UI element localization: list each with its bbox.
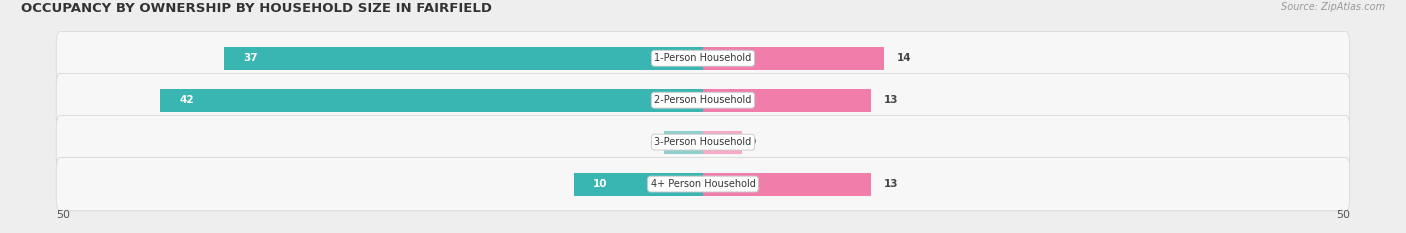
Text: OCCUPANCY BY OWNERSHIP BY HOUSEHOLD SIZE IN FAIRFIELD: OCCUPANCY BY OWNERSHIP BY HOUSEHOLD SIZE… [21,2,492,15]
Text: 50: 50 [56,210,70,220]
Bar [703,130,742,154]
Text: 1-Person Household: 1-Person Household [654,53,752,63]
Text: 42: 42 [179,95,194,105]
Text: 2-Person Household: 2-Person Household [654,95,752,105]
Text: 10: 10 [593,179,607,189]
Text: 0: 0 [651,137,658,147]
Bar [703,172,872,196]
Bar [664,130,703,154]
Text: 13: 13 [884,95,898,105]
Bar [703,47,884,70]
FancyBboxPatch shape [56,74,1350,127]
Text: 4+ Person Household: 4+ Person Household [651,179,755,189]
Text: 37: 37 [243,53,259,63]
Text: Source: ZipAtlas.com: Source: ZipAtlas.com [1281,2,1385,12]
FancyBboxPatch shape [56,158,1350,211]
Text: 0: 0 [748,137,755,147]
Text: 3-Person Household: 3-Person Household [654,137,752,147]
FancyBboxPatch shape [56,116,1350,169]
Bar [703,89,872,112]
Bar [574,172,703,196]
FancyBboxPatch shape [56,32,1350,85]
Text: 13: 13 [884,179,898,189]
Text: 50: 50 [1336,210,1350,220]
Text: 14: 14 [897,53,911,63]
Bar [160,89,703,112]
Bar [225,47,703,70]
